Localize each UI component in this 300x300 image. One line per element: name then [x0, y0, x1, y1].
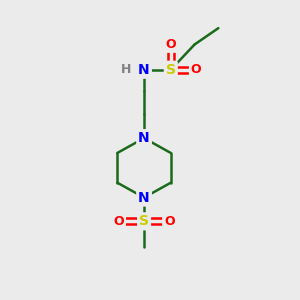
Text: H: H: [121, 63, 131, 76]
Text: N: N: [138, 131, 150, 145]
Text: S: S: [139, 214, 149, 228]
Text: S: S: [166, 63, 176, 77]
Text: O: O: [166, 38, 176, 51]
Text: O: O: [191, 63, 201, 76]
Text: N: N: [138, 63, 150, 77]
Text: O: O: [164, 215, 175, 228]
Text: N: N: [138, 190, 150, 205]
Text: O: O: [113, 215, 124, 228]
